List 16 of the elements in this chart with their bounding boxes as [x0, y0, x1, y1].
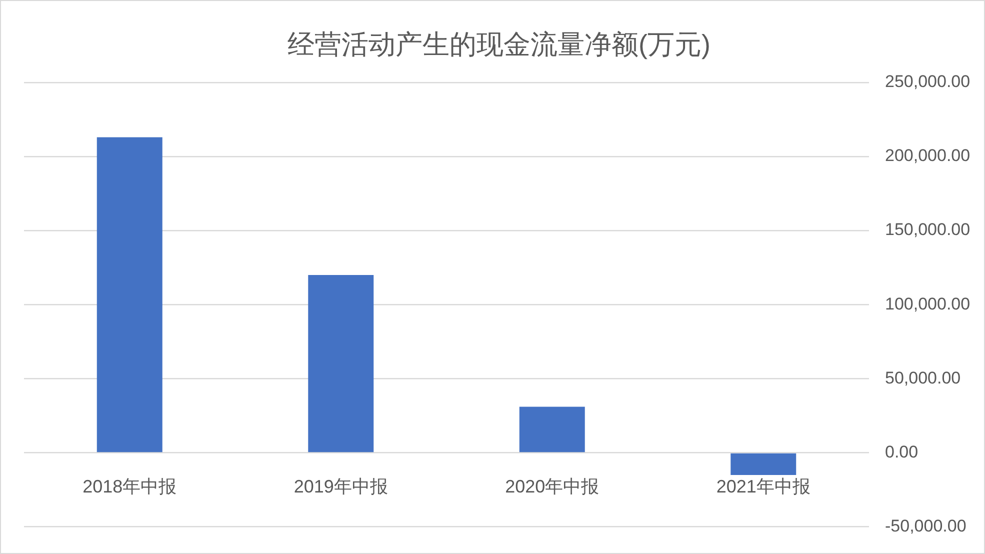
y-tick-label: 0.00	[885, 442, 918, 462]
bar	[519, 406, 585, 452]
y-tick-label: 200,000.00	[885, 146, 970, 166]
y-tick-label: 250,000.00	[885, 72, 970, 92]
x-tick-label: 2020年中报	[505, 476, 600, 496]
x-tick-label: 2021年中报	[716, 476, 810, 496]
bar	[730, 453, 796, 475]
bar	[308, 274, 374, 452]
y-tick-label: 50,000.00	[885, 368, 961, 388]
bar	[96, 137, 162, 452]
x-tick-label: 2018年中报	[82, 476, 177, 496]
x-tick-label: 2019年中报	[294, 476, 388, 496]
chart-title: 经营活动产生的现金流量净额(万元)	[288, 30, 710, 60]
y-tick-label: 150,000.00	[885, 220, 970, 240]
y-tick-label: 100,000.00	[885, 294, 970, 314]
y-tick-label: -50,000.00	[885, 516, 966, 536]
